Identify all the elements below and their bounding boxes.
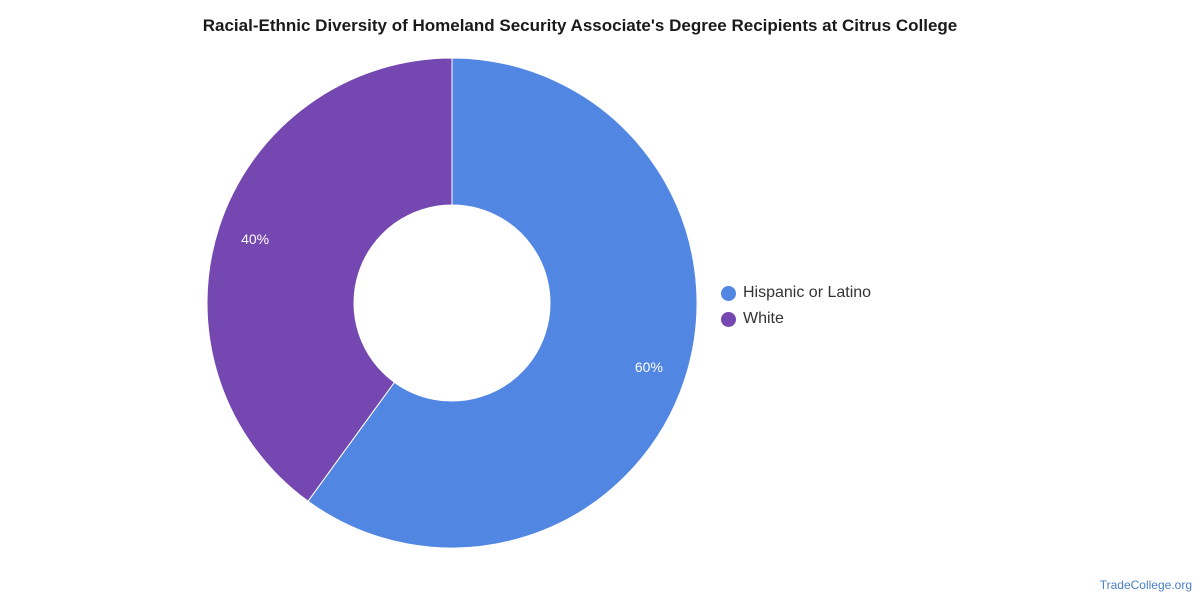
legend-item-hispanic-or-latino[interactable]: Hispanic or Latino [721, 280, 871, 306]
slice-hispanic-or-latino[interactable] [307, 57, 698, 549]
slice-label-hispanic-or-latino: 60% [635, 359, 663, 375]
slice-white[interactable] [206, 57, 453, 502]
legend-item-white[interactable]: White [721, 306, 871, 332]
legend-label: Hispanic or Latino [743, 284, 872, 301]
legend-swatch [721, 285, 736, 301]
watermark: TradeCollege.org [1099, 578, 1192, 592]
legend-label: White [743, 310, 784, 327]
chart-title: Racial-Ethnic Diversity of Homeland Secu… [202, 16, 958, 35]
legend: Hispanic or Latino White [721, 280, 871, 332]
legend-swatch [721, 311, 736, 327]
slice-label-white: 40% [241, 231, 269, 247]
